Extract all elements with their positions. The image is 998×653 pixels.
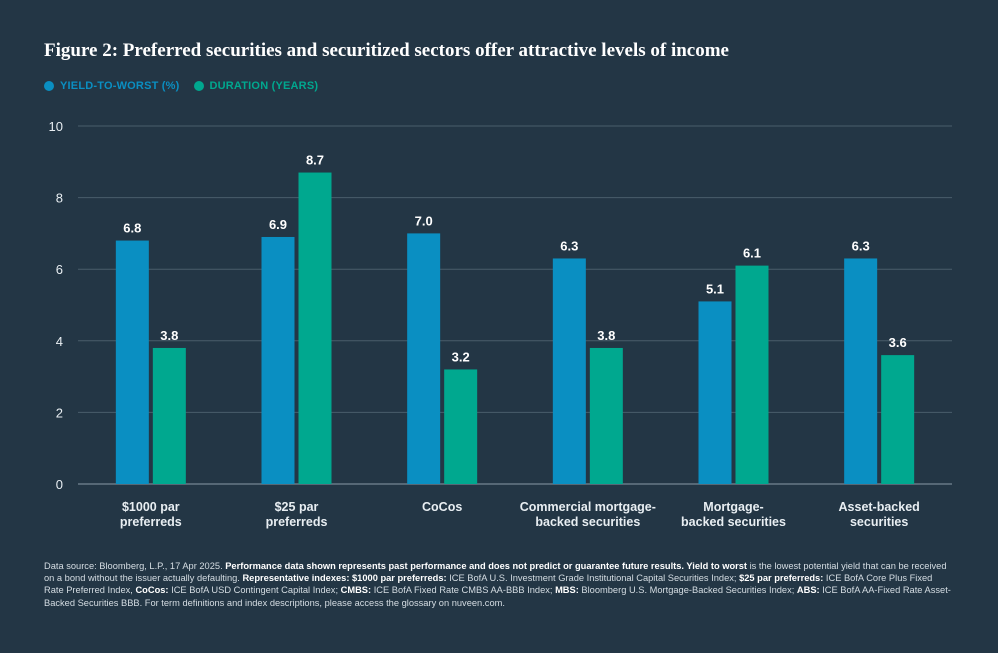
footnote-text-8: ICE BofA AA-Fixed Rate Asset-Backed Secu…: [44, 585, 951, 608]
bar-yield: [698, 301, 732, 484]
x-tick-label: Commercial mortgage-: [520, 500, 656, 514]
footnote-bold-2: Representative indexes: $1000 par prefer…: [242, 573, 447, 584]
y-tick-label: 8: [56, 191, 63, 206]
footnote-text-2: is the lowest potential yield that can b…: [44, 561, 947, 584]
legend-item-duration: DURATION (YEARS): [193, 80, 319, 92]
x-tick-label: securities: [850, 515, 908, 529]
x-tick-label: preferreds: [120, 515, 182, 529]
data-label: 3.6: [889, 335, 907, 350]
bar-yield: [552, 258, 586, 484]
legend-swatch-duration: [193, 81, 204, 91]
y-tick-label: 4: [56, 334, 63, 349]
x-tick-label: backed securities: [535, 515, 640, 529]
x-tick-label: $25 par: [275, 500, 319, 514]
bar-yield: [115, 240, 149, 484]
footnote-bold-6: MBS:: [555, 585, 579, 596]
data-label: 6.8: [123, 221, 141, 236]
bar-yield: [407, 233, 441, 484]
bar-yield: [261, 236, 295, 484]
footnote-bold-7: ABS:: [796, 585, 820, 596]
data-label: 8.7: [306, 153, 324, 168]
legend-item-yield: YIELD-TO-WORST (%): [44, 80, 180, 92]
footnote-text-1: Data source: Bloomberg, L.P., 17 Apr 202…: [44, 561, 226, 571]
bar-duration: [881, 355, 915, 484]
data-label: 6.1: [743, 246, 761, 261]
data-label: 6.3: [852, 238, 870, 253]
bar-duration: [735, 265, 769, 484]
footnote-bold-3: $25 par preferreds:: [739, 573, 824, 584]
x-tick-label: Asset-backed: [839, 500, 920, 514]
x-tick-label: CoCos: [422, 500, 462, 514]
data-label: 5.1: [706, 281, 724, 296]
y-tick-label: 0: [56, 477, 63, 492]
data-label: 3.8: [160, 328, 178, 343]
data-label: 3.2: [452, 349, 470, 364]
x-tick-label: backed securities: [681, 515, 786, 529]
data-label: 3.8: [597, 328, 615, 343]
footnote-text-6: ICE BofA Fixed Rate CMBS AA-BBB Index;: [371, 585, 556, 596]
footnote-text-7: Bloomberg U.S. Mortgage-Backed Securitie…: [578, 585, 797, 596]
data-label: 6.3: [560, 238, 578, 253]
legend-swatch-yield: [44, 81, 54, 91]
data-label: 7.0: [415, 213, 433, 228]
y-tick-label: 6: [56, 262, 63, 277]
x-tick-label: preferreds: [266, 515, 328, 529]
legend-label-yield: YIELD-TO-WORST (%): [60, 80, 180, 92]
footnote-bold-1: Performance data shown represents past p…: [225, 561, 748, 571]
footnote-text-3: ICE BofA U.S. Investment Grade Instituti…: [446, 573, 740, 584]
footnote-bold-4: CoCos:: [135, 585, 169, 596]
y-tick-label: 10: [49, 119, 63, 134]
x-tick-label: $1000 par: [122, 500, 180, 514]
footnote-text-4: ICE BofA Core Plus Fixed Rate Preferred …: [44, 573, 933, 596]
bar-duration: [152, 347, 186, 484]
footnote-bold-5: CMBS:: [340, 585, 372, 596]
data-label: 6.9: [269, 217, 287, 232]
bar-duration: [298, 172, 332, 485]
x-tick-label: Mortgage-: [703, 500, 763, 514]
bar-yield: [844, 258, 878, 484]
chart-title: Figure 2: Preferred securities and secur…: [44, 40, 729, 61]
legend: YIELD-TO-WORST (%) DURATION (YEARS): [44, 80, 318, 92]
footnote-text-5: ICE BofA USD Contingent Capital Index;: [168, 585, 341, 596]
bar-duration: [444, 369, 478, 484]
bar-duration: [589, 347, 623, 484]
footnote: Data source: Bloomberg, L.P., 17 Apr 202…: [44, 560, 954, 609]
y-tick-label: 2: [56, 405, 63, 420]
legend-label-duration: DURATION (YEARS): [209, 80, 319, 92]
